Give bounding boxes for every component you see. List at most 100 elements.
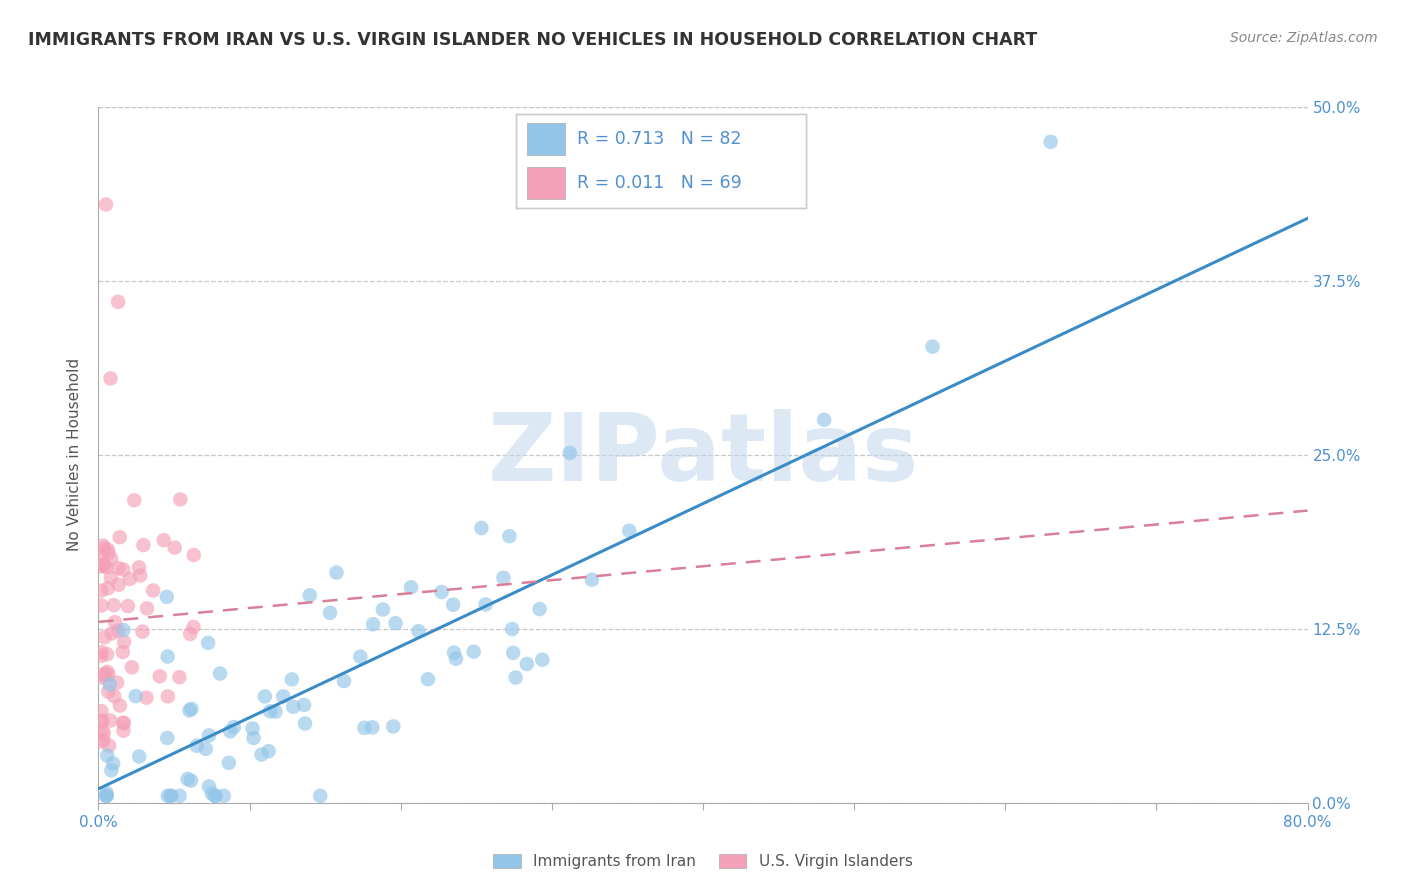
Point <box>96 786 118 800</box>
Point <box>921 340 943 354</box>
Point <box>529 602 551 616</box>
Point <box>96 789 118 803</box>
Point <box>159 789 181 803</box>
Point <box>128 749 150 764</box>
Point <box>90 599 112 613</box>
Point <box>333 673 356 688</box>
Point <box>505 671 527 685</box>
Point <box>443 646 465 660</box>
Point <box>97 684 120 698</box>
Point <box>156 690 179 704</box>
Text: Source: ZipAtlas.com: Source: ZipAtlas.com <box>1230 31 1378 45</box>
Point <box>112 563 135 577</box>
Point <box>96 748 118 763</box>
Point <box>492 571 515 585</box>
Point <box>264 705 287 719</box>
Point <box>156 789 179 803</box>
Point <box>408 624 430 639</box>
Point <box>125 689 148 703</box>
Point <box>558 446 581 460</box>
Point <box>325 566 347 580</box>
Point <box>502 646 524 660</box>
Point <box>93 726 115 740</box>
Point <box>94 666 117 681</box>
Point <box>107 561 129 575</box>
Point <box>198 729 221 743</box>
Point <box>103 598 125 612</box>
Point <box>361 617 384 632</box>
Point <box>100 571 122 585</box>
Point <box>94 197 117 211</box>
Point <box>96 789 118 803</box>
Point <box>100 714 122 728</box>
Point <box>90 714 112 729</box>
Point <box>91 668 114 682</box>
Point <box>121 660 143 674</box>
Point <box>93 733 115 747</box>
Point <box>218 756 240 770</box>
Point <box>90 549 112 563</box>
Point <box>201 787 224 801</box>
Point <box>100 551 122 566</box>
Point <box>100 764 122 778</box>
Point <box>98 739 121 753</box>
Point <box>399 580 422 594</box>
Point <box>129 568 152 582</box>
Point <box>97 546 120 560</box>
Point <box>319 606 342 620</box>
Point <box>90 648 112 663</box>
Point <box>97 667 120 681</box>
Point <box>242 731 264 745</box>
Point <box>198 780 221 794</box>
Point <box>108 698 131 713</box>
Point <box>259 704 281 718</box>
Point <box>212 789 235 803</box>
Point <box>132 538 155 552</box>
Point <box>498 529 520 543</box>
Point <box>183 620 205 634</box>
Point <box>204 789 226 803</box>
Point <box>169 670 191 684</box>
Point <box>416 672 439 686</box>
Point <box>90 583 112 598</box>
Point <box>294 716 316 731</box>
Point <box>117 599 139 614</box>
Point <box>112 635 135 649</box>
Point <box>128 560 150 574</box>
Point <box>118 572 141 586</box>
Point <box>112 723 135 738</box>
Point <box>90 704 112 718</box>
Point <box>361 720 384 734</box>
Point <box>384 616 406 631</box>
Point <box>253 690 276 704</box>
Point <box>180 702 202 716</box>
Point <box>371 602 394 616</box>
Point <box>135 690 157 705</box>
Point <box>242 722 264 736</box>
Point <box>91 539 114 553</box>
Point <box>501 622 523 636</box>
Point <box>97 582 120 596</box>
Point <box>101 626 124 640</box>
Point <box>186 739 208 753</box>
Point <box>93 630 115 644</box>
Point <box>107 577 129 591</box>
Point <box>470 521 492 535</box>
Point <box>104 615 127 630</box>
Point <box>98 677 121 691</box>
Point <box>208 666 231 681</box>
Point <box>180 773 202 788</box>
Point <box>463 645 485 659</box>
Point <box>179 627 201 641</box>
Point <box>813 413 835 427</box>
Text: ZIPatlas: ZIPatlas <box>488 409 918 501</box>
Point <box>197 636 219 650</box>
Point <box>619 524 641 538</box>
Point <box>156 731 179 745</box>
Point <box>142 583 165 598</box>
Point <box>516 657 538 671</box>
Point <box>90 734 112 748</box>
Point <box>91 714 114 728</box>
Point <box>93 541 115 556</box>
Point <box>149 669 172 683</box>
